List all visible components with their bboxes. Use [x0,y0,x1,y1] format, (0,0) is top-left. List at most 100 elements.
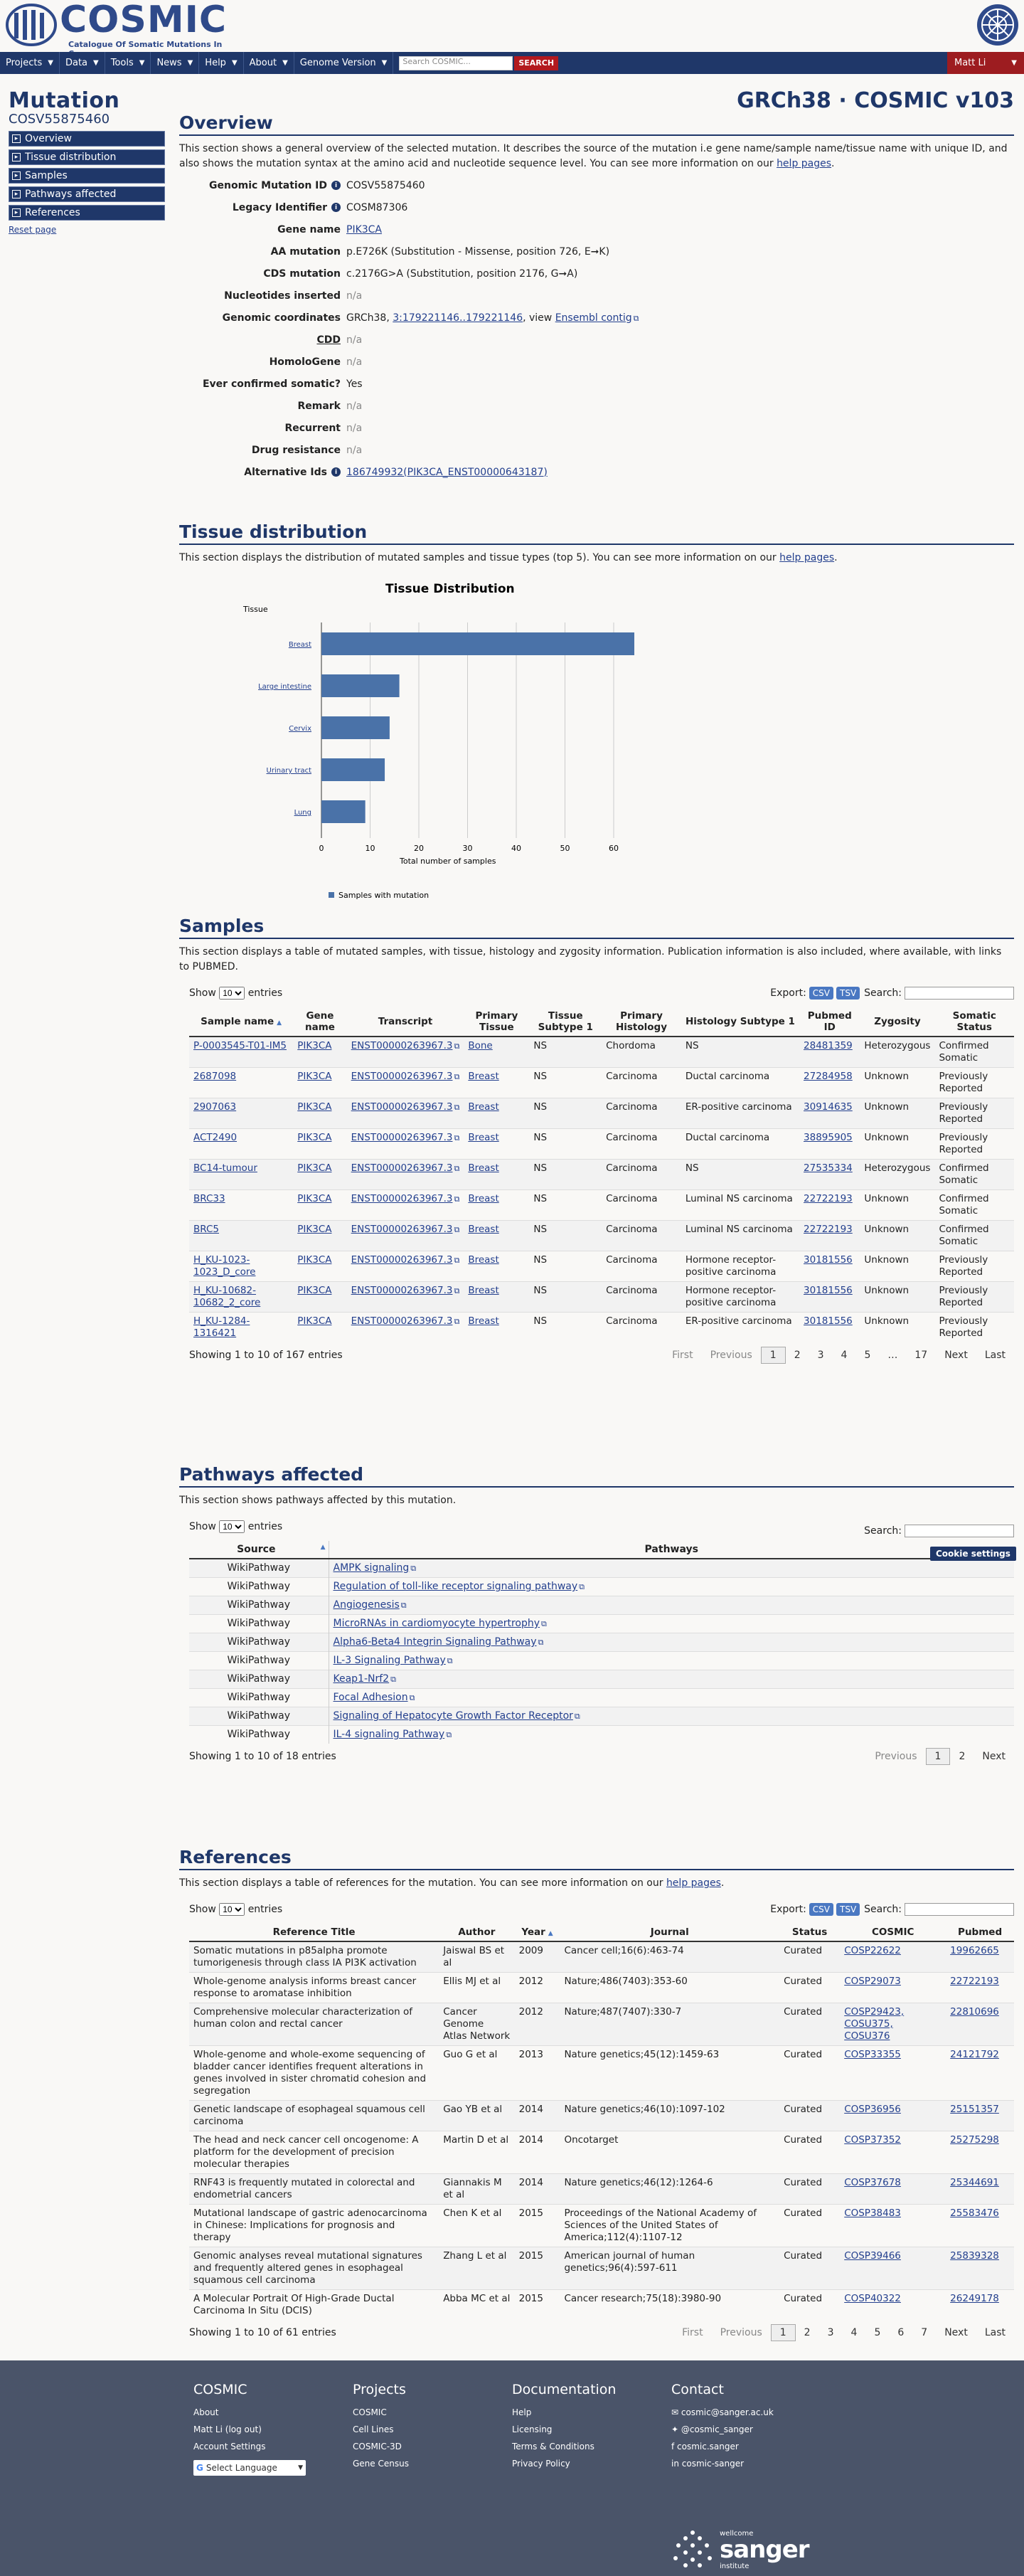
pathway-link[interactable]: IL-4 signaling Pathway [333,1729,445,1740]
cell-link[interactable]: H_KU-1284-1316421 [193,1315,250,1339]
cell-link[interactable]: 25344691 [950,2177,999,2188]
cell-link[interactable]: COSP29423, COSU375, COSU376 [844,2006,905,2042]
cell-link[interactable]: PIK3CA [297,1254,332,1266]
help-pages-link[interactable]: help pages [779,552,835,563]
pathway-link[interactable]: AMPK signaling [333,1562,410,1574]
footer-link[interactable]: Privacy Policy [512,2459,570,2469]
pathway-link[interactable]: Focal Adhesion [333,1692,408,1703]
cell-link[interactable]: COSP29073 [844,1976,901,1987]
pagination-button[interactable]: 4 [841,1350,848,1361]
y-tick-label[interactable]: Large intestine [258,683,311,691]
column-header[interactable]: Transcript [346,1007,464,1037]
footer-facebook[interactable]: f cosmic.sanger [671,2442,739,2452]
column-header[interactable]: Author [439,1924,515,1942]
chart-bar[interactable] [321,800,366,823]
column-header[interactable]: Zygosity [860,1007,935,1037]
nav-projects[interactable]: Projects ▼ [0,52,60,74]
pagination-button[interactable]: 1 [925,1748,951,1765]
cell-link[interactable]: 2687098 [193,1071,237,1082]
chart-bar[interactable] [321,716,390,739]
cell-link[interactable]: PIK3CA [297,1193,332,1204]
column-header[interactable]: Histology Subtype 1 [681,1007,800,1037]
page-size-select[interactable]: 10 [219,987,245,1000]
cell-link[interactable]: 25275298 [950,2134,999,2146]
cell-link[interactable]: Breast [468,1193,499,1204]
nav-news[interactable]: News ▼ [151,52,200,74]
pagination-button[interactable]: 1 [760,1347,786,1364]
chart-bar[interactable] [321,758,385,781]
pagination-button[interactable]: Next [944,2327,968,2338]
cell-link[interactable]: P-0003545-T01-IM5 [193,1040,287,1051]
sidebar-item-samples[interactable]: ▸ Samples [9,168,165,184]
samples-search-input[interactable] [905,987,1014,1000]
pagination-button[interactable]: 2 [794,1350,801,1361]
genomic-coordinates-link[interactable]: 3:179221146..179221146 [393,312,523,324]
column-header[interactable]: Primary Tissue [464,1007,530,1037]
info-icon[interactable]: i [331,181,341,190]
cell-link[interactable]: ENST00000263967.3 [351,1193,453,1204]
column-header[interactable]: Primary Histology [602,1007,681,1037]
cell-link[interactable]: 22810696 [950,2006,999,2018]
column-header[interactable]: Journal [560,1924,780,1942]
cell-link[interactable]: Breast [468,1224,499,1235]
cell-link[interactable]: PIK3CA [297,1040,332,1051]
export-csv-button[interactable]: CSV [809,1903,834,1916]
footer-link[interactable]: Help [512,2407,532,2417]
pagination-button[interactable]: Next [944,1350,968,1361]
column-header[interactable]: Pubmed [946,1924,1014,1942]
footer-link[interactable]: Terms & Conditions [512,2442,594,2452]
cell-link[interactable]: 25583476 [950,2207,999,2219]
footer-link[interactable]: About [193,2407,219,2417]
cell-link[interactable]: COSP36956 [844,2104,901,2115]
overview-value-link[interactable]: PIK3CA [346,223,383,235]
column-header[interactable]: Year ▲ [514,1924,560,1942]
sidebar-item-pathways[interactable]: ▸ Pathways affected [9,186,165,202]
ensembl-contig-link[interactable]: Ensembl contig [555,312,632,324]
cosmic-logo[interactable]: COSMIC Catalogue Of Somatic Mutations In… [4,0,246,58]
pagination-button[interactable]: 3 [817,1350,824,1361]
cell-link[interactable]: H_KU-10682-10682_2_core [193,1285,261,1308]
page-size-select[interactable]: 10 [219,1903,245,1916]
cell-link[interactable]: 24121792 [950,2049,999,2060]
help-pages-link[interactable]: help pages [777,158,832,169]
column-header[interactable]: COSMIC [840,1924,946,1942]
cell-link[interactable]: COSP22622 [844,1945,901,1956]
pagination-button[interactable]: 2 [959,1751,966,1762]
pagination-button[interactable]: Previous [710,1350,752,1361]
column-header[interactable]: Pathways [329,1541,1014,1559]
pagination-button[interactable]: Last [984,2327,1006,2338]
footer-link[interactable]: Licensing [512,2424,553,2434]
info-icon[interactable]: i [331,467,341,477]
footer-link[interactable]: Cell Lines [353,2424,394,2434]
column-header[interactable]: Status [779,1924,841,1942]
cell-link[interactable]: ACT2490 [193,1132,238,1143]
cell-link[interactable]: Breast [468,1254,499,1266]
footer-link[interactable]: COSMIC [353,2407,387,2417]
cell-link[interactable]: PIK3CA [297,1132,332,1143]
footer-link[interactable]: COSMIC-3D [353,2442,402,2452]
cell-link[interactable]: Breast [468,1101,499,1113]
cell-link[interactable]: BRC5 [193,1224,219,1235]
pagination-button[interactable]: Previous [875,1751,917,1762]
cell-link[interactable]: ENST00000263967.3 [351,1132,453,1143]
pagination-button[interactable]: 5 [874,2327,881,2338]
cell-link[interactable]: ENST00000263967.3 [351,1162,453,1174]
nav-genome-version[interactable]: Genome Version ▼ [294,52,394,74]
pathway-link[interactable]: Alpha6-Beta4 Integrin Signaling Pathway [333,1636,537,1648]
cell-link[interactable]: PIK3CA [297,1315,332,1327]
info-icon[interactable]: i [331,203,341,212]
cell-link[interactable]: BC14-tumour [193,1162,257,1174]
cell-link[interactable]: ENST00000263967.3 [351,1040,453,1051]
sidebar-item-references[interactable]: ▸ References [9,205,165,221]
cell-link[interactable]: PIK3CA [297,1162,332,1174]
cell-link[interactable]: ENST00000263967.3 [351,1315,453,1327]
pagination-button[interactable]: 2 [804,2327,811,2338]
cell-link[interactable]: PIK3CA [297,1285,332,1296]
footer-link[interactable]: Matt Li (log out) [193,2424,262,2434]
pagination-button[interactable]: 1 [770,2324,796,2341]
cell-link[interactable]: 2907063 [193,1101,237,1113]
cell-link[interactable]: PIK3CA [297,1224,332,1235]
reset-page-link[interactable]: Reset page [9,225,57,235]
pagination-button[interactable]: Previous [720,2327,762,2338]
cell-link[interactable]: ENST00000263967.3 [351,1285,453,1296]
